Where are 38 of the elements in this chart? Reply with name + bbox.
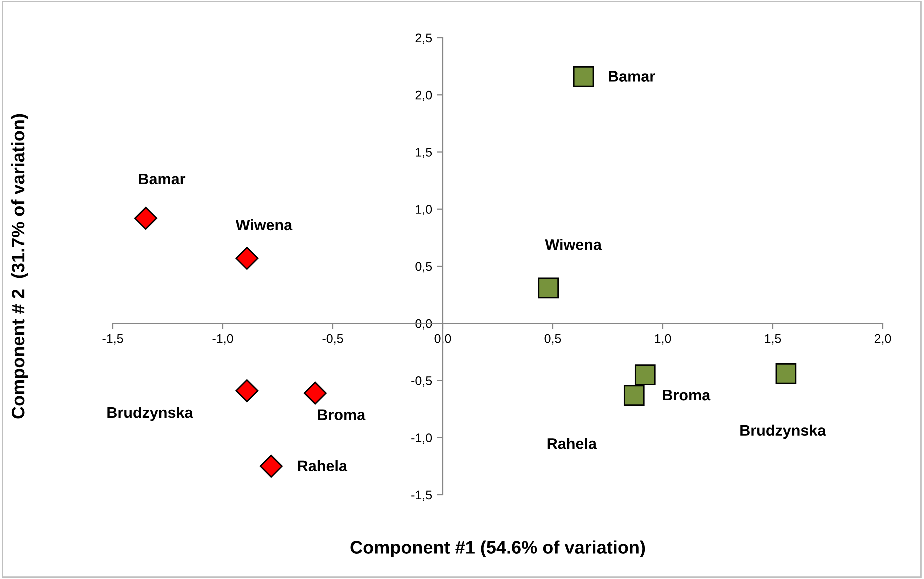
annotation: Bamar (139, 174, 186, 185)
y-tick-label: -1,0 (412, 434, 432, 444)
annotation: Brudzynska (740, 424, 826, 440)
x-tick-label: -0,5 (322, 334, 344, 345)
y-tick-label: 1,0 (416, 205, 432, 216)
annotation: Broma (663, 390, 711, 401)
point (538, 278, 560, 299)
x-tick-label: 0,5 (544, 334, 562, 345)
x-tick-label: -1,5 (102, 334, 124, 345)
x-tick-label: 2,0 (874, 334, 892, 345)
x-tick-label: -1,0 (212, 334, 234, 345)
point (260, 454, 283, 478)
y-tick-label: 0,0 (416, 319, 432, 330)
annotation: Brudzynska (108, 406, 194, 422)
point (304, 382, 327, 405)
y-tick-label: -0,5 (412, 376, 432, 387)
y-axis-title: Component # 2 (31.7% of variation) (11, 114, 28, 419)
point (573, 66, 594, 88)
annotation: Rahela (548, 438, 598, 450)
x-axis-title: Component #1 (54.6% of variation) (350, 540, 646, 558)
point (134, 207, 158, 230)
x-tick-label: 1,5 (765, 334, 782, 345)
point (776, 363, 797, 384)
x-tick-label: 1,0 (655, 334, 672, 345)
point (624, 385, 645, 406)
annotation: Wiwena (545, 239, 602, 250)
y-tick-label: 1,5 (416, 148, 432, 158)
point (634, 364, 656, 386)
y-tick-label: 2,5 (416, 34, 432, 44)
y-tick-label: 2,0 (416, 90, 432, 102)
y-tick-label: 0,5 (416, 262, 432, 273)
point (236, 247, 259, 270)
annotation: Bamar (609, 71, 656, 82)
y-tick-label: -1,5 (412, 490, 432, 502)
annotation: Wiwena (236, 219, 293, 231)
annotation: Broma (318, 410, 366, 420)
annotation: Rahela (298, 460, 348, 472)
point (236, 380, 259, 403)
